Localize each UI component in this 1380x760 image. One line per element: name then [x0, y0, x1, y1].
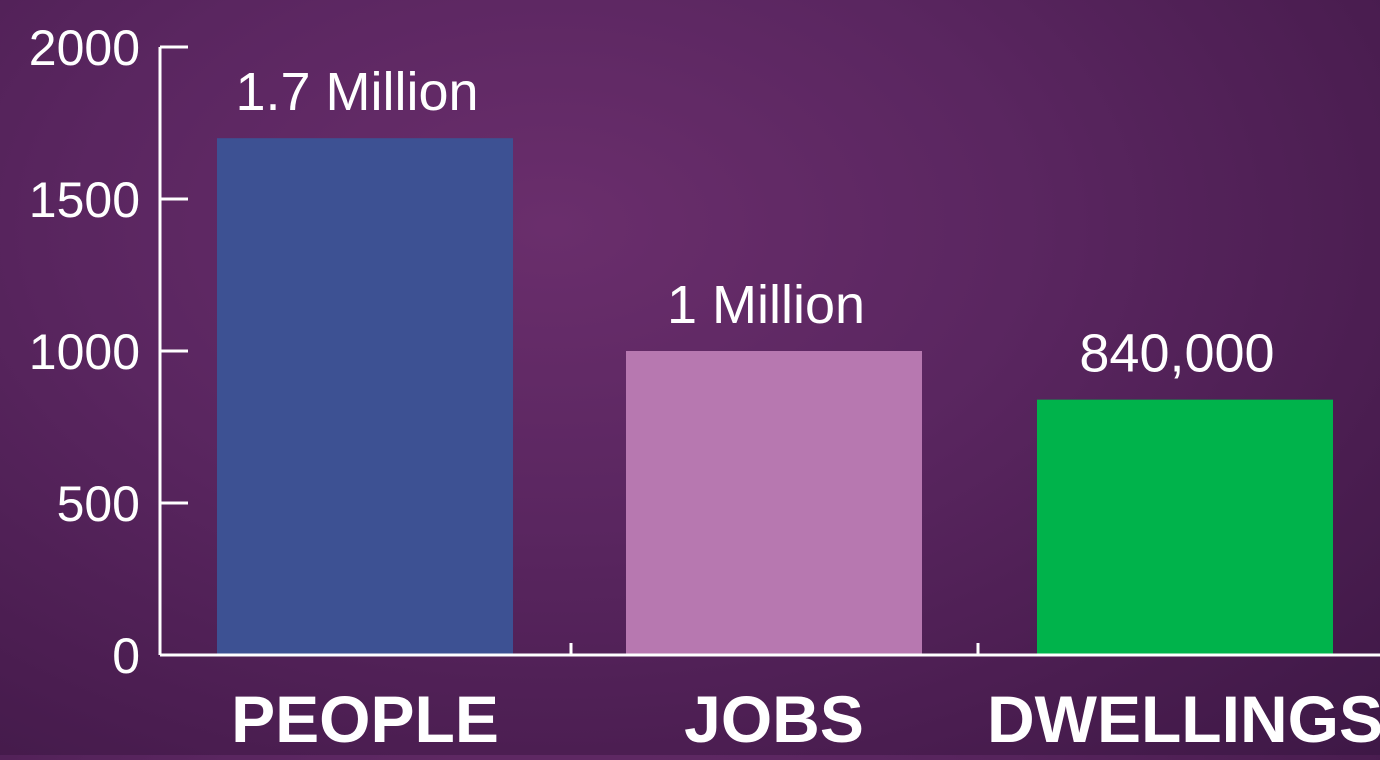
bar-people — [217, 138, 513, 655]
bars-group — [217, 138, 1333, 655]
category-label-jobs: JOBS — [684, 682, 864, 755]
data-labels-group: 1.7 Million 1 Million 840,000 — [235, 62, 1274, 383]
y-tick-label: 1500 — [29, 172, 140, 228]
data-label-jobs: 1 Million — [667, 275, 865, 335]
data-label-people: 1.7 Million — [235, 62, 478, 122]
bar-dwellings — [1037, 399, 1333, 655]
y-tick-label: 0 — [112, 628, 140, 684]
data-label-dwellings: 840,000 — [1079, 324, 1274, 384]
category-label-dwellings: DWELLINGS — [987, 682, 1380, 755]
y-ticks-group: 0 500 1000 1500 2000 — [29, 20, 188, 684]
category-labels-group: PEOPLE JOBS DWELLINGS — [231, 682, 1380, 756]
y-tick-label: 1000 — [29, 324, 140, 380]
y-tick-label: 500 — [57, 476, 140, 532]
category-label-people: PEOPLE — [231, 682, 499, 755]
y-tick-label: 2000 — [29, 20, 140, 76]
bar-jobs — [626, 351, 922, 655]
